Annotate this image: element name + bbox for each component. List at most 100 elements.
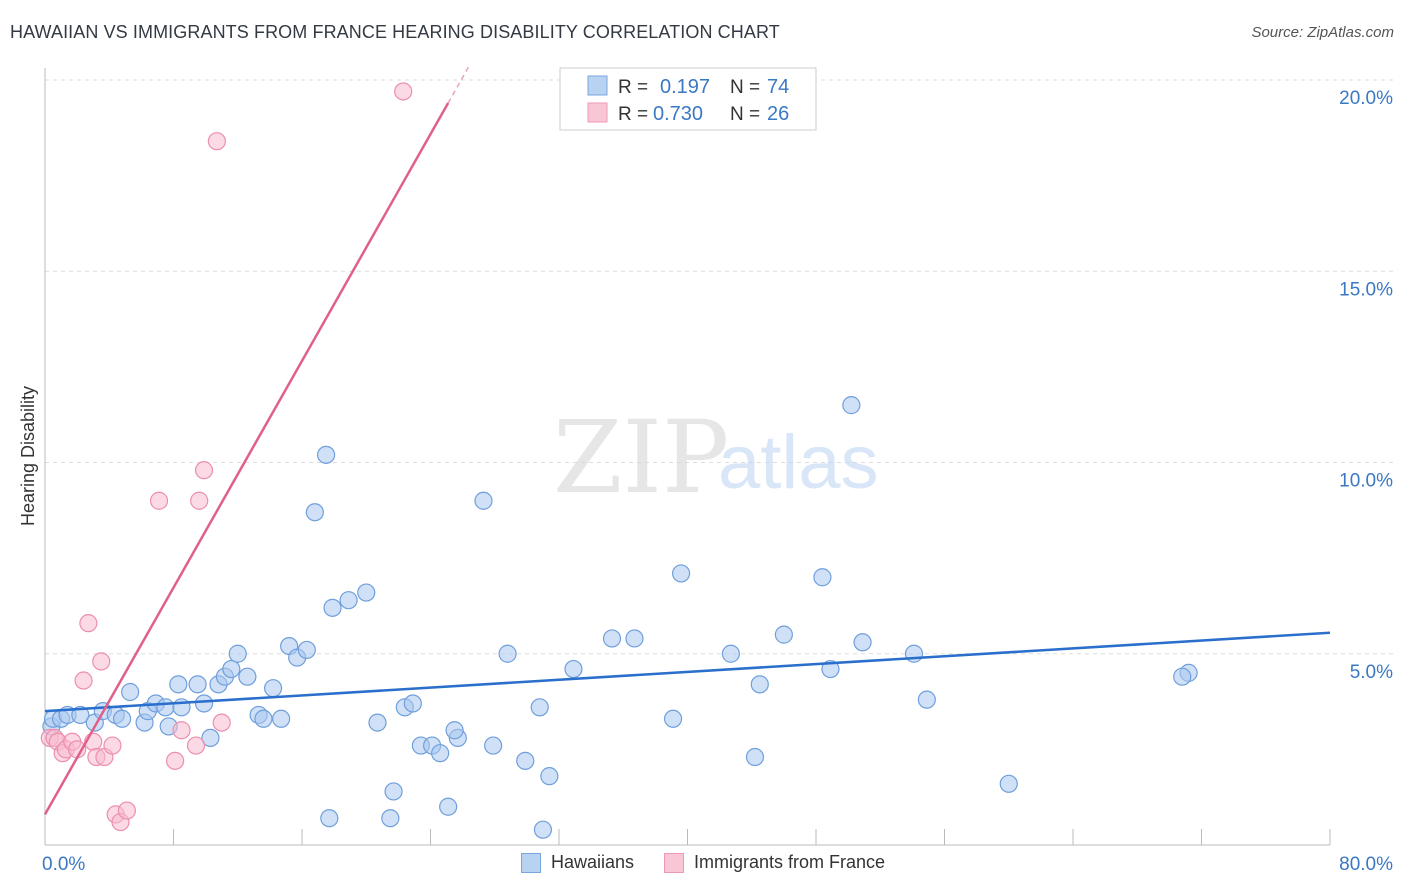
legend-r-label-pink: R = — [618, 104, 648, 125]
france-point — [194, 461, 214, 480]
legend-r-value-blue: 0.197 — [660, 76, 710, 98]
hawaiians-point — [445, 721, 464, 740]
hawaiians-point — [821, 659, 840, 679]
series-legend: Hawaiians Immigrants from France — [0, 852, 1406, 873]
hawaiians-point — [1173, 667, 1192, 686]
france-point — [149, 491, 169, 510]
hawaiians-point — [320, 809, 339, 828]
hawaiians-point — [663, 709, 683, 728]
france-points — [40, 82, 413, 832]
legend-label-france: Immigrants from France — [694, 852, 886, 872]
legend-n-label-blue: N = — [730, 77, 760, 98]
hawaiians-point — [121, 682, 140, 702]
hawaiians-point — [169, 675, 188, 694]
x-tick-label-max: 80.0% — [1339, 854, 1393, 875]
legend-n-label-pink: N = — [730, 104, 760, 125]
france-point — [103, 736, 122, 755]
france-point — [394, 82, 413, 101]
hawaiians-point — [228, 644, 247, 663]
y-tick-label-3: 20.0% — [1339, 88, 1393, 109]
hawaiians-point — [745, 747, 765, 767]
france-point — [172, 721, 191, 740]
hawaiians-point — [721, 644, 740, 663]
hawaiians-point — [71, 705, 90, 725]
hawaiians-point — [533, 820, 553, 839]
france-trend-extension — [447, 65, 470, 104]
hawaiians-point — [316, 445, 336, 464]
hawaiians-point — [813, 568, 832, 587]
legend-r-value-pink: 0.730 — [653, 103, 703, 125]
france-point — [186, 736, 206, 755]
legend-label-hawaiians: Hawaiians — [550, 852, 634, 872]
legend-r-label-blue: R = — [618, 77, 648, 98]
source-label: Source: ZipAtlas.com — [1251, 24, 1394, 41]
y-tick-label-1: 10.0% — [1339, 471, 1393, 492]
watermark: ZIP atlas — [553, 399, 879, 516]
hawaiians-point — [297, 640, 316, 660]
hawaiians-point — [403, 694, 422, 713]
france-point — [190, 491, 209, 510]
hawaiians-point — [625, 629, 644, 648]
chart-title: HAWAIIAN VS IMMIGRANTS FROM FRANCE HEARI… — [10, 22, 780, 42]
hawaiians-point — [339, 591, 358, 610]
hawaiians-point — [917, 690, 936, 709]
y-axis-label: Hearing Disability — [18, 386, 38, 526]
france-point — [79, 614, 98, 633]
france-point — [92, 652, 111, 671]
hawaiians-point — [156, 698, 175, 717]
hawaiians-point — [254, 709, 273, 728]
hawaiians-trend-line — [44, 631, 1331, 713]
hawaiians-point — [112, 709, 132, 728]
hawaiians-point — [238, 667, 257, 686]
legend-item-france[interactable]: Immigrants from France — [664, 852, 885, 873]
y-tick-label-2: 15.0% — [1339, 279, 1393, 300]
hawaiians-point — [530, 698, 549, 717]
hawaiians-point — [194, 694, 214, 713]
hawaiians-points — [42, 396, 1198, 839]
hawaiians-point — [540, 767, 559, 786]
hawaiians-point — [671, 564, 691, 583]
hawaiians-point — [305, 503, 324, 522]
trend-lines — [43, 65, 1331, 816]
hawaiians-point — [750, 675, 769, 694]
hawaiians-point — [263, 679, 283, 698]
hawaiians-point — [357, 583, 376, 602]
hawaiians-point — [201, 728, 220, 748]
legend-swatch-blue — [587, 75, 608, 96]
france-point — [207, 132, 226, 151]
hawaiians-point — [498, 644, 517, 663]
hawaiians-point — [439, 797, 458, 816]
legend-item-hawaiians[interactable]: Hawaiians — [520, 852, 634, 873]
france-trend-line — [43, 102, 450, 816]
legend-swatch-france — [664, 852, 684, 873]
hawaiians-point — [368, 713, 387, 732]
hawaiians-point — [323, 598, 342, 617]
y-tick-labels: 5.0% 10.0% 15.0% 20.0% — [1339, 88, 1393, 683]
stats-legend: R = 0.197 N = 74 R = 0.730 N = 26 — [559, 67, 817, 131]
y-tick-label-0: 5.0% — [1350, 662, 1393, 683]
hawaiians-point — [999, 774, 1018, 793]
legend-n-value-blue: 74 — [767, 76, 789, 98]
hawaiians-point — [222, 659, 241, 679]
france-point — [74, 671, 93, 690]
hawaiians-point — [842, 396, 861, 415]
france-point — [166, 751, 185, 770]
hawaiians-point — [516, 751, 535, 770]
france-point — [212, 713, 231, 732]
legend-swatch-hawaiians — [520, 852, 541, 873]
hawaiians-point — [474, 491, 493, 510]
hawaiians-point — [272, 709, 291, 728]
hawaiians-point — [384, 782, 403, 801]
hawaiians-point — [484, 736, 503, 755]
hawaiians-point — [564, 659, 583, 679]
france-point — [117, 801, 137, 820]
hawaiians-point — [853, 633, 872, 652]
watermark-atlas: atlas — [718, 420, 879, 505]
x-tick-labels: 0.0% 80.0% — [42, 854, 1393, 875]
x-tick-label-min: 0.0% — [42, 854, 85, 875]
hawaiians-point — [774, 625, 793, 644]
legend-n-value-pink: 26 — [767, 103, 789, 125]
hawaiians-point — [602, 629, 622, 648]
legend-swatch-pink — [587, 102, 608, 123]
